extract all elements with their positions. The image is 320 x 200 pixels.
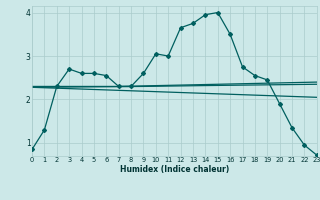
X-axis label: Humidex (Indice chaleur): Humidex (Indice chaleur) [120, 165, 229, 174]
